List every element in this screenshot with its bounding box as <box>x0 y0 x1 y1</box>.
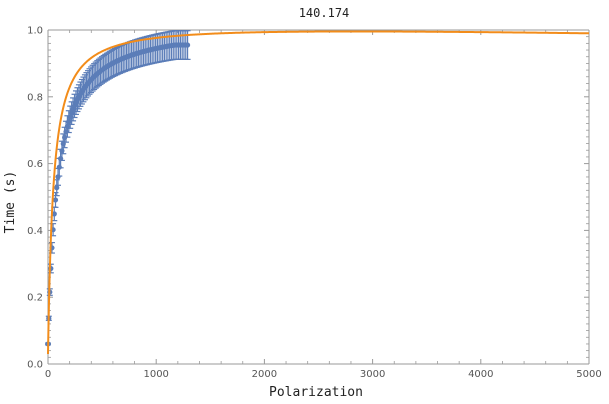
x-tick-label: 4000 <box>468 369 493 380</box>
chart-title: 140.174 <box>299 6 350 20</box>
axes: 0 1000 2000 3000 4000 5000 0.0 0.2 0.4 0.6 0.8 1.0 <box>27 26 602 381</box>
series-fit <box>47 30 590 354</box>
data-point <box>184 42 191 48</box>
y-tick-label: 0.8 <box>27 92 43 103</box>
data-point <box>51 211 57 217</box>
series-measured <box>45 30 191 347</box>
x-tick-label: 2000 <box>252 369 277 380</box>
y-tick-label: 0.2 <box>27 293 43 304</box>
data-point <box>52 197 59 203</box>
y-tick-label: 1.0 <box>27 26 43 37</box>
y-tick-label: 0.4 <box>27 226 43 237</box>
y-tick-label: 0.6 <box>27 159 43 170</box>
x-tick-label: 1000 <box>143 369 168 380</box>
y-tick-label: 0.0 <box>27 360 43 371</box>
x-axis-title: Polarization <box>269 385 363 400</box>
x-tick-label: 3000 <box>360 369 385 380</box>
x-tick-label: 5000 <box>576 369 601 380</box>
data-point <box>54 185 60 191</box>
fit-line <box>47 30 590 354</box>
y-axis-title: Time (s) <box>3 171 18 234</box>
x-tick-label: 0 <box>45 369 51 380</box>
